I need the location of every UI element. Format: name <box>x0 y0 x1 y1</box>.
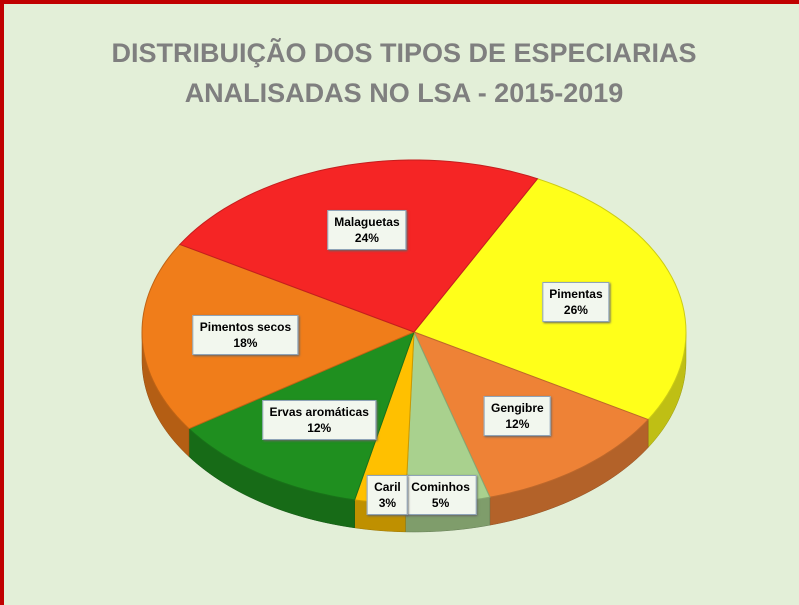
label-category: Gengibre <box>491 401 544 416</box>
data-label: Gengibre 12% <box>484 396 551 437</box>
data-label: Pimentas 26% <box>542 282 610 323</box>
label-category: Pimentas <box>549 287 603 302</box>
data-label: Malaguetas 24% <box>327 209 407 250</box>
data-label: Cominhos 5% <box>404 475 477 516</box>
label-value: 26% <box>563 303 588 318</box>
chart-title: ANALISADAS NO LSA - 2015-2019 <box>185 78 624 108</box>
label-category: Malaguetas <box>334 214 400 229</box>
label-value: 24% <box>354 230 379 245</box>
label-category: Ervas aromáticas <box>269 405 369 420</box>
chart-title: DISTRIBUIÇÃO DOS TIPOS DE ESPECIARIAS <box>111 37 696 68</box>
data-label: Caril 3% <box>367 475 408 516</box>
label-value: 5% <box>431 496 450 511</box>
data-label: Pimentos secos 18% <box>192 315 299 356</box>
label-category: Pimentos secos <box>199 320 292 335</box>
data-label: Ervas aromáticas 12% <box>262 400 376 441</box>
label-category: Caril <box>374 480 401 495</box>
label-value: 12% <box>307 421 332 436</box>
label-value: 12% <box>505 417 530 432</box>
label-value: 3% <box>378 496 397 511</box>
label-category: Cominhos <box>411 480 470 495</box>
label-value: 18% <box>233 336 258 351</box>
